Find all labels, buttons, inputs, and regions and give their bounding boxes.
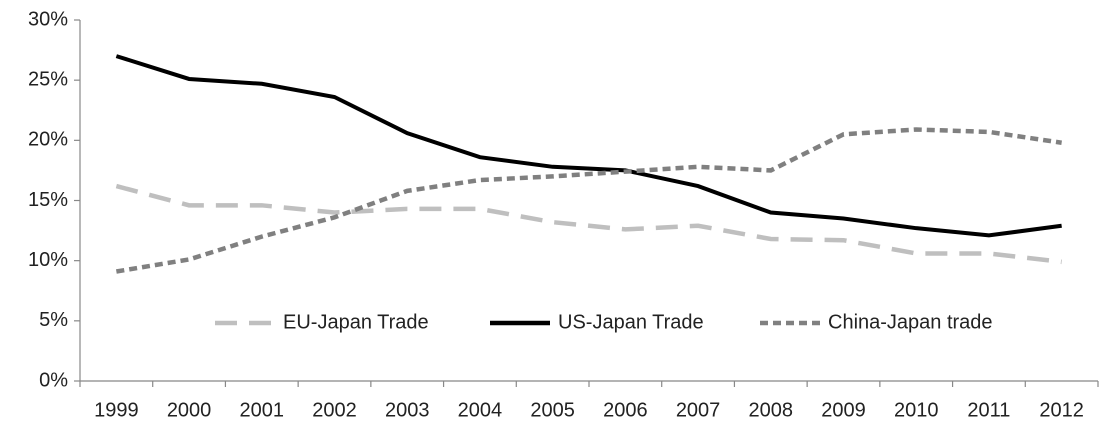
- x-tick-label: 1999: [94, 399, 139, 421]
- x-tick-label: 2009: [821, 399, 866, 421]
- x-tick-label: 2001: [240, 399, 285, 421]
- y-tick-label: 30%: [28, 8, 68, 30]
- y-tick-label: 5%: [39, 309, 68, 331]
- legend-label: US-Japan Trade: [558, 311, 704, 333]
- x-tick-label: 2011: [967, 399, 1010, 421]
- x-tick-label: 2004: [458, 399, 503, 421]
- x-tick-label: 2005: [530, 399, 575, 421]
- y-tick-label: 15%: [28, 189, 68, 211]
- series-line: [115, 127, 1062, 274]
- x-tick-label: 2010: [894, 399, 939, 421]
- x-tick-label: 2003: [385, 399, 430, 421]
- x-tick-label: 2012: [1039, 399, 1084, 421]
- y-tick-label: 10%: [28, 249, 68, 271]
- x-tick-label: 2000: [167, 399, 212, 421]
- x-tick-label: 2007: [676, 399, 721, 421]
- y-tick-label: 20%: [28, 129, 68, 151]
- x-tick-label: 2008: [749, 399, 794, 421]
- legend-label: China-Japan trade: [828, 311, 993, 333]
- x-tick-label: 2002: [312, 399, 357, 421]
- y-tick-label: 25%: [28, 68, 68, 90]
- series-line: [115, 54, 1062, 238]
- x-tick-label: 2006: [603, 399, 648, 421]
- y-tick-label: 0%: [39, 369, 68, 391]
- legend-label: EU-Japan Trade: [283, 311, 429, 333]
- series-line: [115, 183, 1062, 265]
